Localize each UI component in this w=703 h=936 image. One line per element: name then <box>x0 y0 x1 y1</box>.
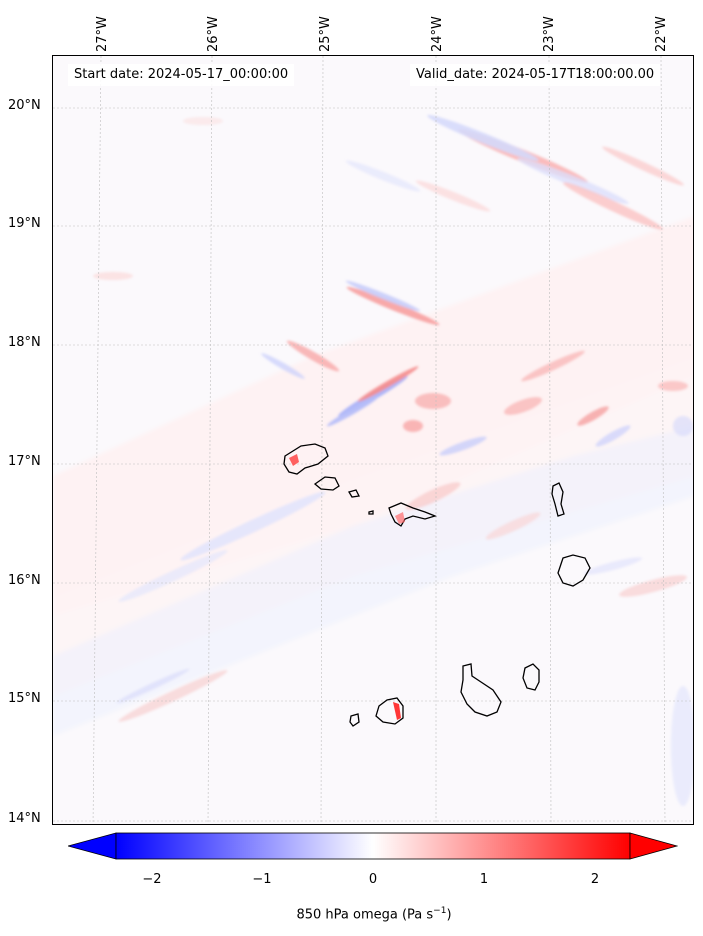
graticule <box>53 56 693 824</box>
island-boa-vista <box>557 554 591 587</box>
colorbar-tick-m2: −2 <box>142 872 162 887</box>
colorbar-label-end: ) <box>446 907 452 923</box>
island-santo-antao <box>283 443 329 475</box>
colorbar-body <box>115 832 631 860</box>
island-brava <box>349 713 360 727</box>
island-razo <box>368 510 374 515</box>
island-sal <box>551 482 565 517</box>
colorbar-tick-m1: −1 <box>252 872 272 887</box>
omega-wave-bands <box>93 115 693 806</box>
start-date-label: Start date: 2024-05-17_00:00:00 <box>68 64 295 86</box>
lon-tick-27w: 27°W <box>95 16 110 52</box>
lat-tick-15n: 15°N <box>8 691 41 706</box>
island-sao-nicolau <box>388 502 437 527</box>
lat-tick-18n: 18°N <box>8 335 41 350</box>
island-santa-luzia <box>348 489 360 498</box>
colorbar-label-exponent: −1 <box>433 906 447 916</box>
colorbar <box>68 832 678 860</box>
lon-tick-22w: 22°W <box>654 16 669 52</box>
island-red-accents <box>289 454 405 720</box>
lat-tick-14n: 14°N <box>8 811 41 826</box>
colorbar-tick-1: 1 <box>479 872 489 887</box>
omega-field <box>53 56 693 824</box>
colorbar-label: 850 hPa omega (Pa s−1) <box>0 906 703 922</box>
island-fogo <box>375 697 404 725</box>
lat-tick-16n: 16°N <box>8 573 41 588</box>
island-sao-vicente <box>313 476 340 491</box>
lon-tick-25w: 25°W <box>318 16 333 52</box>
colorbar-tick-2: 2 <box>590 872 600 887</box>
colorbar-label-main: 850 hPa omega (Pa s <box>296 907 434 923</box>
lon-tick-26w: 26°W <box>206 16 221 52</box>
lon-tick-24w: 24°W <box>430 16 445 52</box>
colorbar-extend-high <box>629 832 678 860</box>
map-panel <box>52 55 694 825</box>
lat-tick-17n: 17°N <box>8 454 41 469</box>
lat-tick-20n: 20°N <box>8 98 41 113</box>
colorbar-extend-low <box>68 832 117 860</box>
island-outlines <box>283 443 591 727</box>
colorbar-tick-0: 0 <box>368 872 378 887</box>
island-maio <box>522 663 540 691</box>
valid-date-label: Valid_date: 2024-05-17T18:00:00.00 <box>410 64 661 86</box>
island-santiago <box>460 663 502 717</box>
lat-tick-19n: 19°N <box>8 216 41 231</box>
lon-tick-23w: 23°W <box>542 16 557 52</box>
